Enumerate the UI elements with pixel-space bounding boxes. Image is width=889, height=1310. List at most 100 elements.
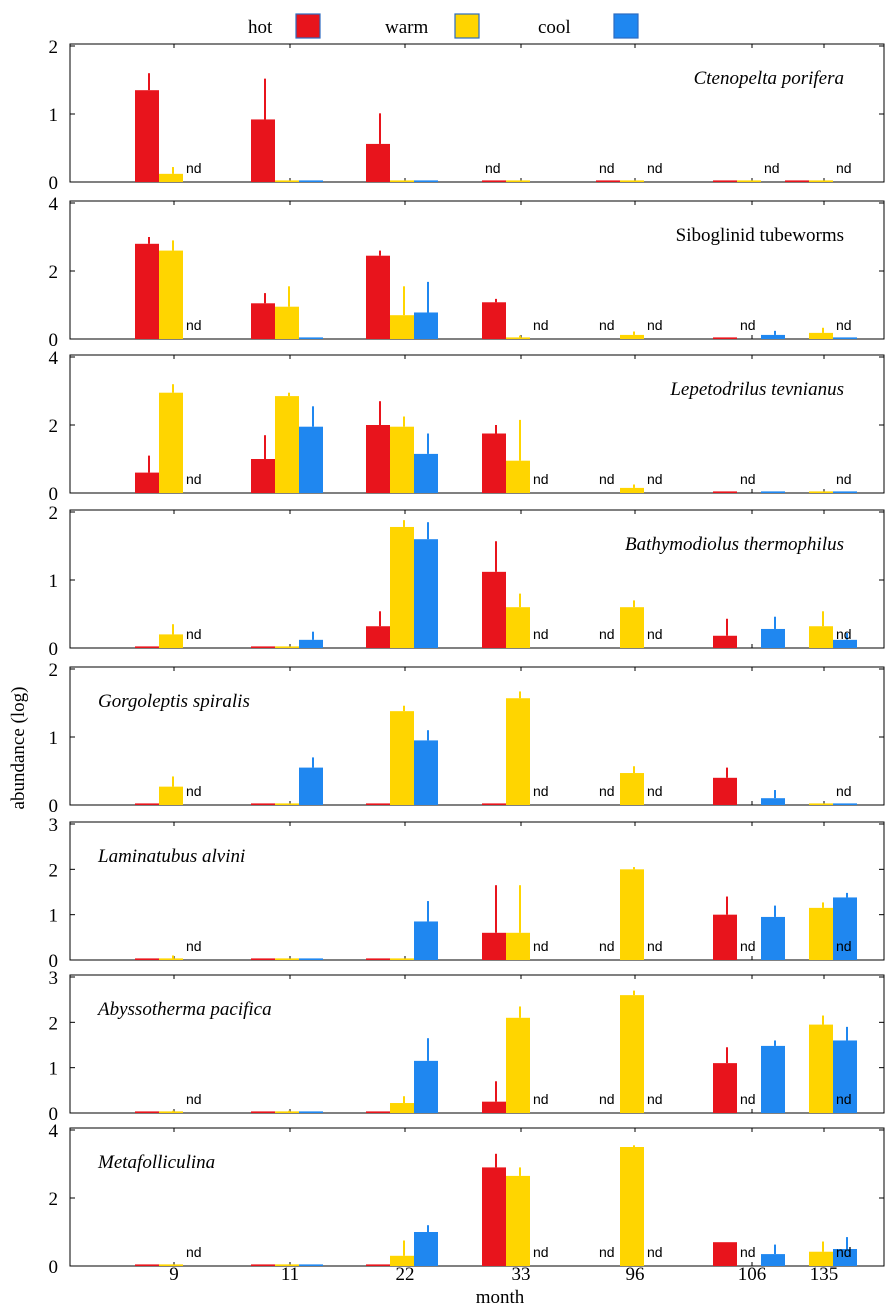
legend: hot warm cool	[248, 13, 639, 39]
bar-warm-9	[159, 173, 183, 182]
x-tick-label-22: 22	[396, 1264, 415, 1285]
y-tick-label: 3	[49, 815, 59, 836]
bar-warm-33	[506, 1017, 530, 1113]
x-tick-label-106: 106	[738, 1264, 767, 1285]
bar-hot-9	[135, 90, 159, 182]
bar-hot-106	[713, 180, 737, 182]
y-tick-label: 4	[49, 1121, 59, 1142]
y-tick-label: 0	[49, 796, 59, 817]
bar-hot-33	[482, 1167, 506, 1266]
bar-warm-11	[275, 646, 299, 648]
nd-label: nd	[836, 471, 852, 487]
nd-label: nd	[599, 1091, 615, 1107]
nd-label: nd	[740, 938, 756, 954]
nd-label: nd	[599, 626, 615, 642]
panel-4: 0 1 2 Gorgoleptis spiralis nd nd nd nd nd	[49, 660, 885, 817]
bar-cool-11	[299, 1264, 323, 1266]
bar-warm-9	[159, 1111, 183, 1113]
bar-hot-9	[135, 243, 159, 339]
bar-hot-96	[596, 180, 620, 182]
nd-label: nd	[533, 1244, 549, 1260]
y-tick-label: 0	[49, 1104, 59, 1125]
panel-title: Laminatubus alvini	[97, 846, 245, 867]
bar-hot-11	[251, 1111, 275, 1113]
nd-label: nd	[836, 626, 852, 642]
bar-warm-96	[620, 487, 644, 493]
y-tick-label: 0	[49, 1257, 59, 1278]
bar-warm-22	[390, 426, 414, 493]
bar-warm-22	[390, 1103, 414, 1113]
bar-warm-22	[390, 1255, 414, 1266]
nd-label: nd	[533, 471, 549, 487]
bar-hot-9	[135, 1111, 159, 1113]
nd-label: nd	[764, 160, 780, 176]
bar-warm-9	[159, 392, 183, 493]
bar-warm-33	[506, 337, 530, 339]
panel-title: Gorgoleptis spiralis	[98, 691, 250, 712]
bar-hot-9	[135, 958, 159, 960]
bar-warm-135	[809, 180, 833, 182]
bar-hot-22	[366, 1111, 390, 1113]
x-tick-label-135: 135	[810, 1264, 839, 1285]
y-tick-label: 2	[49, 503, 59, 524]
bar-warm-9	[159, 250, 183, 339]
nd-label: nd	[485, 160, 501, 176]
nd-label: nd	[533, 317, 549, 333]
bar-cool-22	[414, 1060, 438, 1113]
x-tick-label-33: 33	[512, 1264, 531, 1285]
nd-label: nd	[647, 317, 663, 333]
bar-hot-33	[482, 932, 506, 960]
y-tick-label: 4	[49, 348, 59, 369]
nd-label: nd	[836, 1244, 852, 1260]
x-tick-label-9: 9	[169, 1264, 179, 1285]
bar-cool-135	[833, 491, 857, 493]
bar-warm-33	[506, 932, 530, 960]
nd-label: nd	[186, 938, 202, 954]
bar-warm-33	[506, 1175, 530, 1266]
y-tick-label: 1	[49, 728, 59, 749]
y-tick-label: 1	[49, 1059, 59, 1080]
nd-label: nd	[533, 1091, 549, 1107]
bar-warm-96	[620, 773, 644, 805]
nd-label: nd	[599, 471, 615, 487]
panel-frame	[69, 509, 885, 649]
bar-warm-22	[390, 711, 414, 805]
bar-warm-135	[809, 803, 833, 805]
bar-warm-96	[620, 607, 644, 648]
nd-label: nd	[647, 471, 663, 487]
nd-label: nd	[647, 1244, 663, 1260]
bar-hot-33	[482, 1101, 506, 1113]
bar-warm-22	[390, 958, 414, 960]
bar-cool-22	[414, 453, 438, 493]
bar-hot-9	[135, 646, 159, 648]
y-tick-label: 2	[49, 416, 59, 437]
y-tick-label: 2	[49, 660, 59, 681]
panel-frame	[69, 43, 885, 183]
panel-title: Abyssotherma pacifica	[96, 999, 272, 1020]
bar-cool-11	[299, 639, 323, 648]
bar-hot-11	[251, 958, 275, 960]
panel-7: 0 2 4 Metafolliculina nd nd nd nd nd nd	[49, 1121, 885, 1278]
bar-hot-106	[713, 635, 737, 648]
bar-hot-33	[482, 571, 506, 648]
bar-cool-22	[414, 1232, 438, 1266]
bar-warm-135	[809, 332, 833, 339]
bar-warm-33	[506, 607, 530, 648]
bar-warm-96	[620, 995, 644, 1113]
bar-hot-22	[366, 255, 390, 339]
y-tick-label: 2	[49, 1013, 59, 1034]
bar-hot-106	[713, 491, 737, 493]
y-tick-label: 0	[49, 173, 59, 194]
nd-label: nd	[647, 626, 663, 642]
bar-cool-22	[414, 740, 438, 805]
bar-hot-33	[482, 803, 506, 805]
y-axis-label: abundance (log)	[8, 687, 29, 810]
y-tick-label: 0	[49, 951, 59, 972]
nd-label: nd	[186, 1244, 202, 1260]
bar-hot-106	[713, 777, 737, 805]
nd-label: nd	[533, 783, 549, 799]
y-tick-label: 2	[49, 262, 59, 283]
panel-title: Metafolliculina	[97, 1152, 215, 1173]
bar-warm-9	[159, 786, 183, 805]
